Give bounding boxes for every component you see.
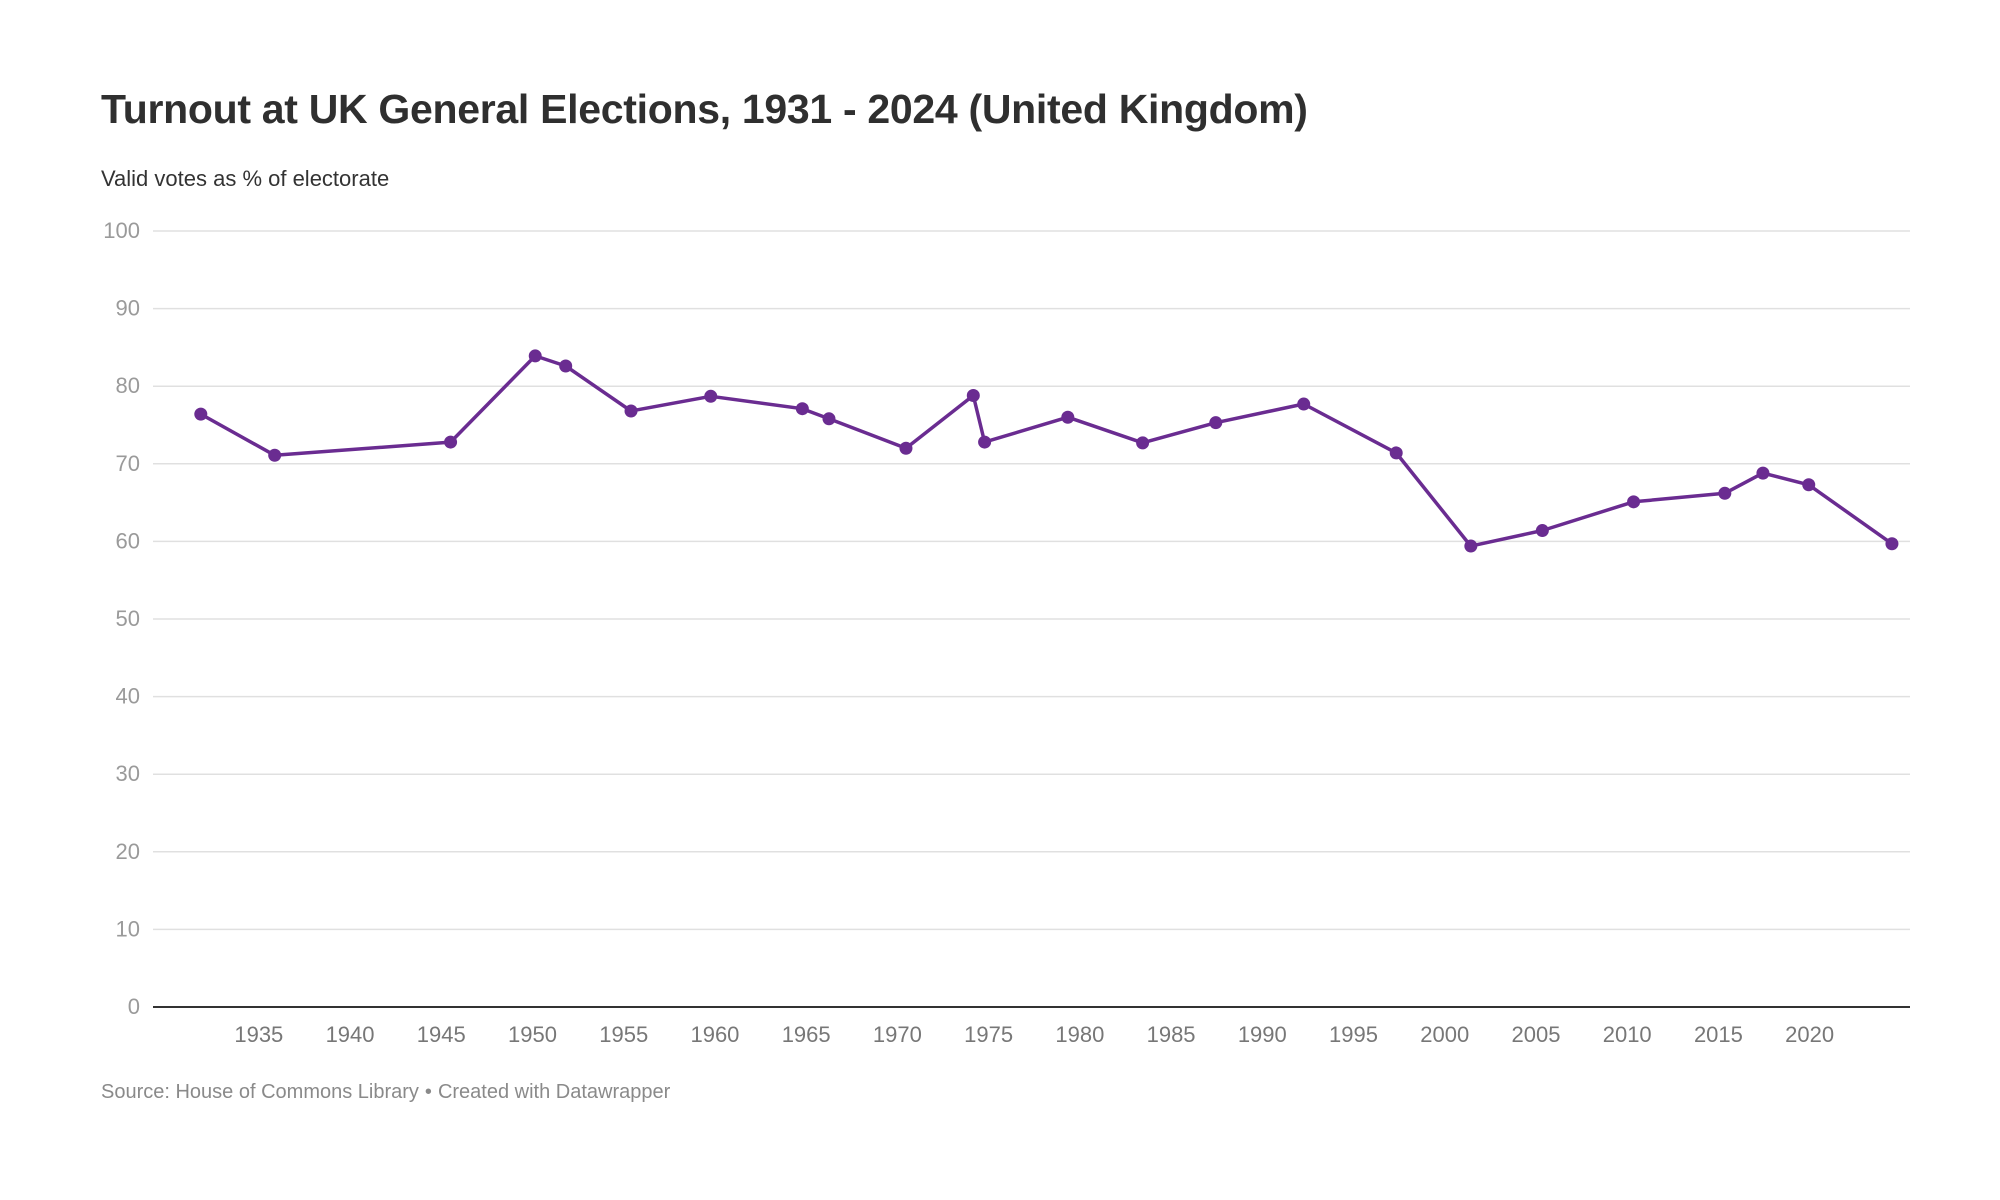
data-point[interactable]	[1535, 524, 1549, 538]
data-point[interactable]	[966, 389, 980, 403]
x-tick-label: 2000	[1420, 1022, 1469, 1047]
data-point[interactable]	[528, 349, 542, 363]
chart-subtitle: Valid votes as % of electorate	[101, 166, 390, 191]
data-point[interactable]	[1756, 466, 1770, 480]
x-tick-label: 1970	[873, 1022, 922, 1047]
x-tick-label: 1980	[1055, 1022, 1104, 1047]
x-tick-label: 1965	[782, 1022, 831, 1047]
x-tick-label: 1950	[508, 1022, 557, 1047]
y-tick-label: 10	[116, 916, 140, 941]
x-tick-label: 1985	[1147, 1022, 1196, 1047]
series-layer	[194, 349, 1899, 553]
gridlines	[153, 230, 1910, 931]
data-point[interactable]	[899, 441, 913, 455]
data-point[interactable]	[444, 435, 458, 449]
x-tick-label: 1975	[964, 1022, 1013, 1047]
y-tick-label: 80	[116, 373, 140, 398]
y-tick-label: 20	[116, 839, 140, 864]
x-tick-label: 1955	[599, 1022, 648, 1047]
data-point[interactable]	[1464, 539, 1478, 553]
data-point[interactable]	[1885, 537, 1899, 551]
data-point[interactable]	[1627, 495, 1641, 509]
x-tick-label: 1960	[690, 1022, 739, 1047]
data-point[interactable]	[1061, 410, 1075, 424]
x-tick-label: 1935	[234, 1022, 283, 1047]
data-point[interactable]	[194, 407, 208, 421]
data-point[interactable]	[822, 412, 836, 426]
x-tick-label: 2015	[1694, 1022, 1743, 1047]
x-tick-label: 1945	[417, 1022, 466, 1047]
footer-separator: •	[424, 1081, 432, 1103]
y-tick-label: 90	[116, 296, 140, 321]
data-point[interactable]	[559, 359, 573, 373]
x-axis-tick-labels: 1935 1940 1945 1950 1955 1960 1965 1970 1975 1980…	[234, 1022, 1834, 1047]
y-tick-label: 40	[116, 684, 140, 709]
y-tick-label: 70	[116, 451, 140, 476]
y-axis-tick-labels: 0 10 20 30 40 50 60 70 80 90 100	[103, 218, 140, 1019]
x-tick-label: 1990	[1238, 1022, 1287, 1047]
y-tick-label: 100	[103, 218, 140, 243]
chart-title: Turnout at UK General Elections, 1931 - …	[101, 86, 1308, 132]
data-point[interactable]	[1718, 486, 1732, 500]
data-point[interactable]	[1136, 436, 1150, 450]
x-tick-label: 1940	[326, 1022, 375, 1047]
x-tick-label: 1995	[1329, 1022, 1378, 1047]
data-point[interactable]	[1209, 416, 1223, 430]
data-point[interactable]	[268, 448, 282, 462]
data-point[interactable]	[1297, 397, 1311, 411]
credit-link[interactable]: Created with Datawrapper	[437, 1081, 671, 1103]
y-tick-label: 0	[128, 994, 140, 1019]
y-tick-label: 30	[116, 761, 140, 786]
data-point[interactable]	[704, 389, 718, 403]
series-line	[199, 354, 1894, 548]
source-note: Source: House of Commons Library	[101, 1081, 419, 1103]
data-point[interactable]	[1802, 478, 1816, 492]
chart-footer: Source: House of Commons Library • Created…	[101, 1081, 670, 1104]
data-point[interactable]	[978, 435, 992, 449]
data-point[interactable]	[795, 402, 809, 416]
x-tick-label: 2005	[1511, 1022, 1560, 1047]
y-tick-label: 50	[116, 606, 140, 631]
data-point[interactable]	[1389, 446, 1403, 460]
x-tick-label: 2020	[1785, 1022, 1834, 1047]
y-tick-label: 60	[116, 528, 140, 553]
data-point[interactable]	[624, 404, 638, 418]
x-tick-label: 2010	[1603, 1022, 1652, 1047]
